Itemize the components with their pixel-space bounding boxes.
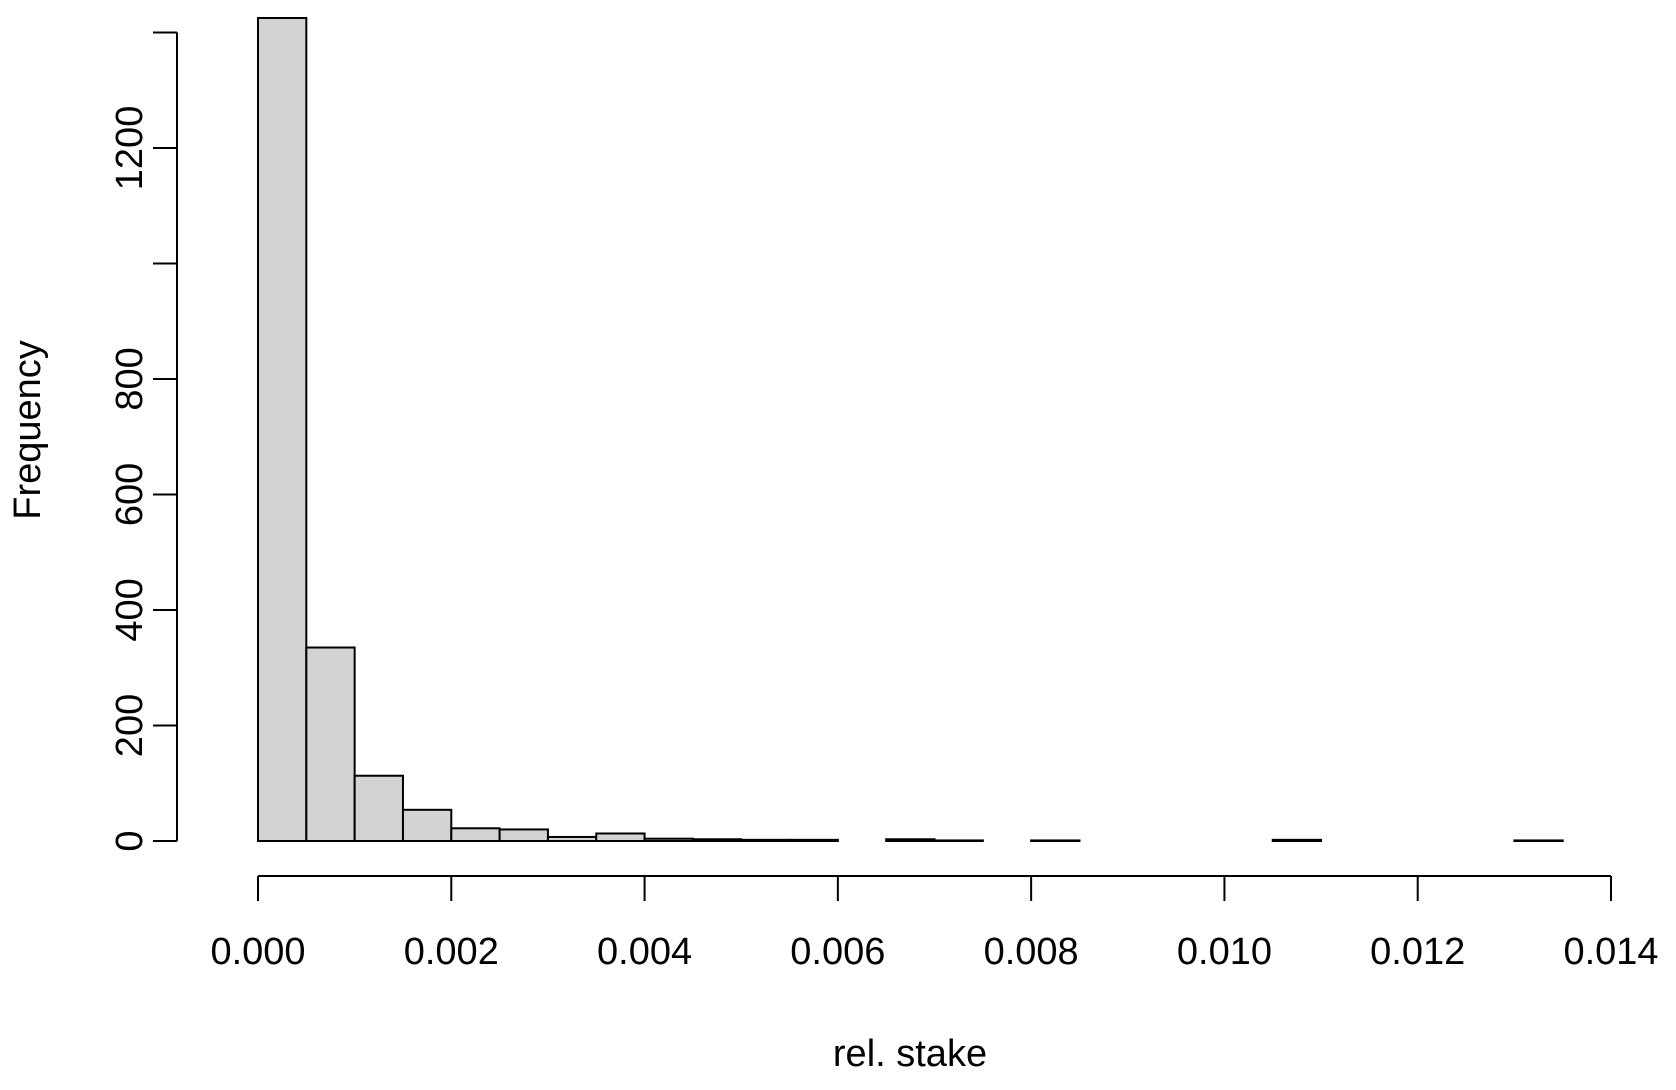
x-tick-label: 0.006 [790, 931, 885, 973]
bar [498, 828, 549, 842]
bar [305, 646, 356, 843]
y-tick-label: 400 [109, 578, 151, 641]
x-tick-label: 0.004 [597, 931, 692, 973]
bar [643, 837, 694, 842]
x-tick-label: 0.010 [1177, 931, 1272, 973]
bar [788, 838, 839, 842]
bar [1030, 839, 1081, 843]
bar [450, 827, 501, 842]
bar [257, 17, 308, 842]
x-tick-label: 0.014 [1563, 931, 1658, 973]
bar [933, 839, 984, 843]
bar [401, 808, 453, 842]
bar [740, 838, 791, 842]
x-tick-label: 0.012 [1370, 931, 1465, 973]
x-tick-label: 0.008 [984, 931, 1079, 973]
bar [1513, 839, 1564, 843]
bar [353, 774, 404, 843]
x-tick-label: 0.000 [210, 931, 305, 973]
bar [691, 838, 743, 843]
bar [885, 838, 936, 843]
x-tick-label: 0.002 [404, 931, 499, 973]
bar [1271, 838, 1323, 842]
y-tick-label: 200 [109, 694, 151, 757]
bar [595, 832, 646, 843]
y-axis-label: Frequency [7, 340, 49, 520]
bar [546, 835, 598, 843]
y-tick-label: 0 [109, 830, 151, 851]
y-tick-label: 800 [109, 347, 151, 410]
y-tick-label: 600 [109, 463, 151, 526]
y-tick-label: 1200 [109, 106, 151, 191]
x-axis-label: rel. stake [833, 1033, 987, 1075]
